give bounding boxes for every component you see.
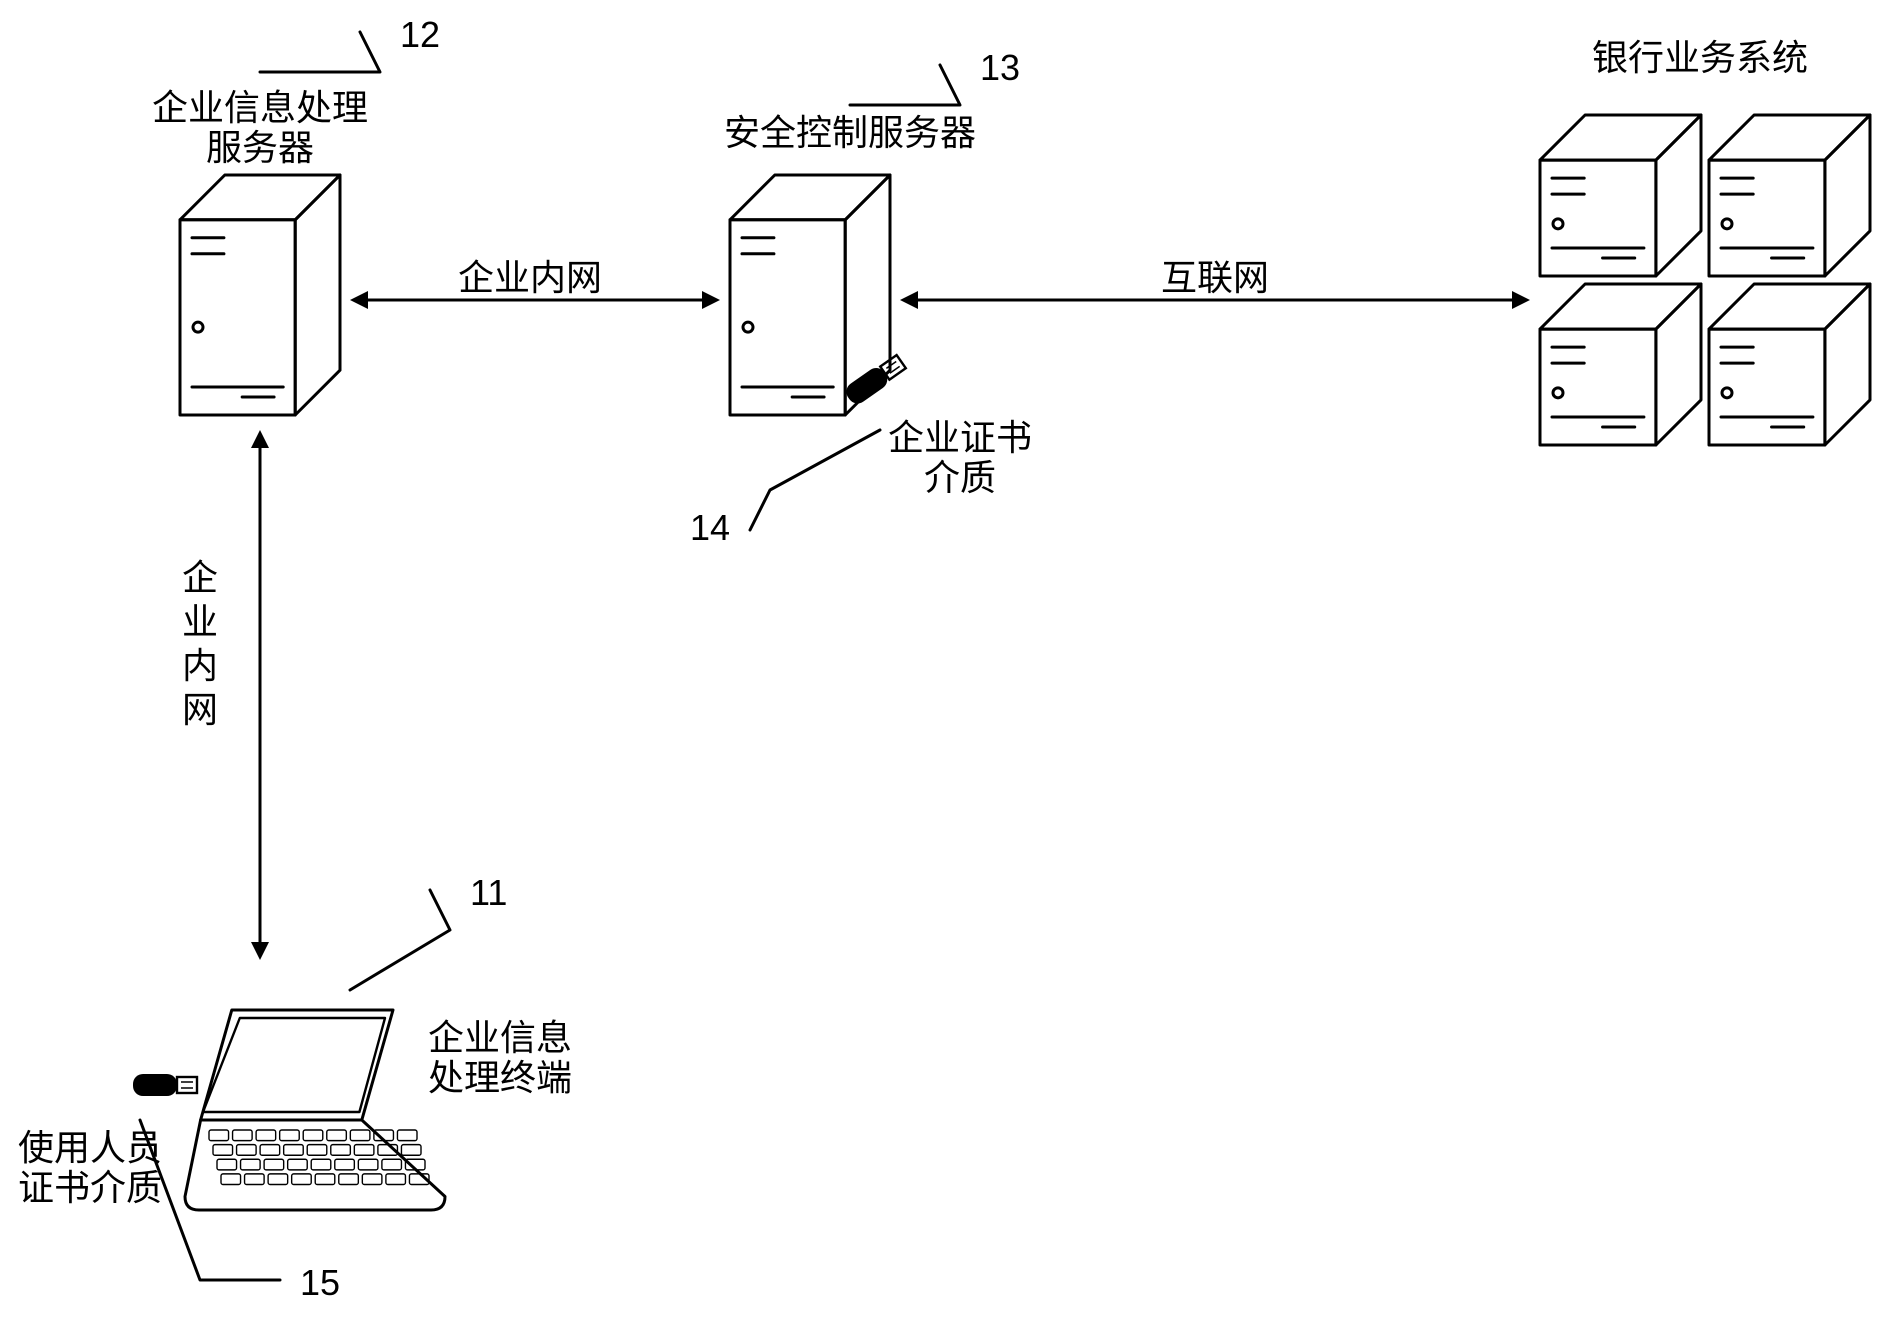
callout-number: 12	[400, 14, 440, 55]
diagram-label: 企	[182, 558, 218, 598]
diagram-label: 业	[182, 602, 218, 642]
diagram-label: 网	[182, 690, 218, 730]
diagram-label: 证书介质	[18, 1168, 162, 1208]
diagram-label: 企业信息	[428, 1018, 572, 1058]
edge-label: 企业内网	[458, 258, 602, 298]
diagram-label: 企业信息处理	[152, 88, 368, 128]
diagram-label: 内	[182, 646, 218, 686]
callout-number: 14	[690, 507, 730, 548]
diagram-label: 安全控制服务器	[724, 113, 976, 153]
diagram-label: 银行业务系统	[1592, 38, 1808, 78]
diagram-label: 企业证书	[888, 418, 1032, 458]
callout-number: 11	[470, 872, 507, 913]
diagram-label: 使用人员	[18, 1128, 162, 1168]
callout-number: 13	[980, 47, 1020, 88]
diagram-label: 处理终端	[428, 1058, 572, 1098]
callout-number: 15	[300, 1262, 340, 1303]
diagram-label: 服务器	[206, 128, 314, 168]
diagram-label: 介质	[924, 458, 996, 498]
edge-label: 互联网	[1161, 258, 1269, 298]
